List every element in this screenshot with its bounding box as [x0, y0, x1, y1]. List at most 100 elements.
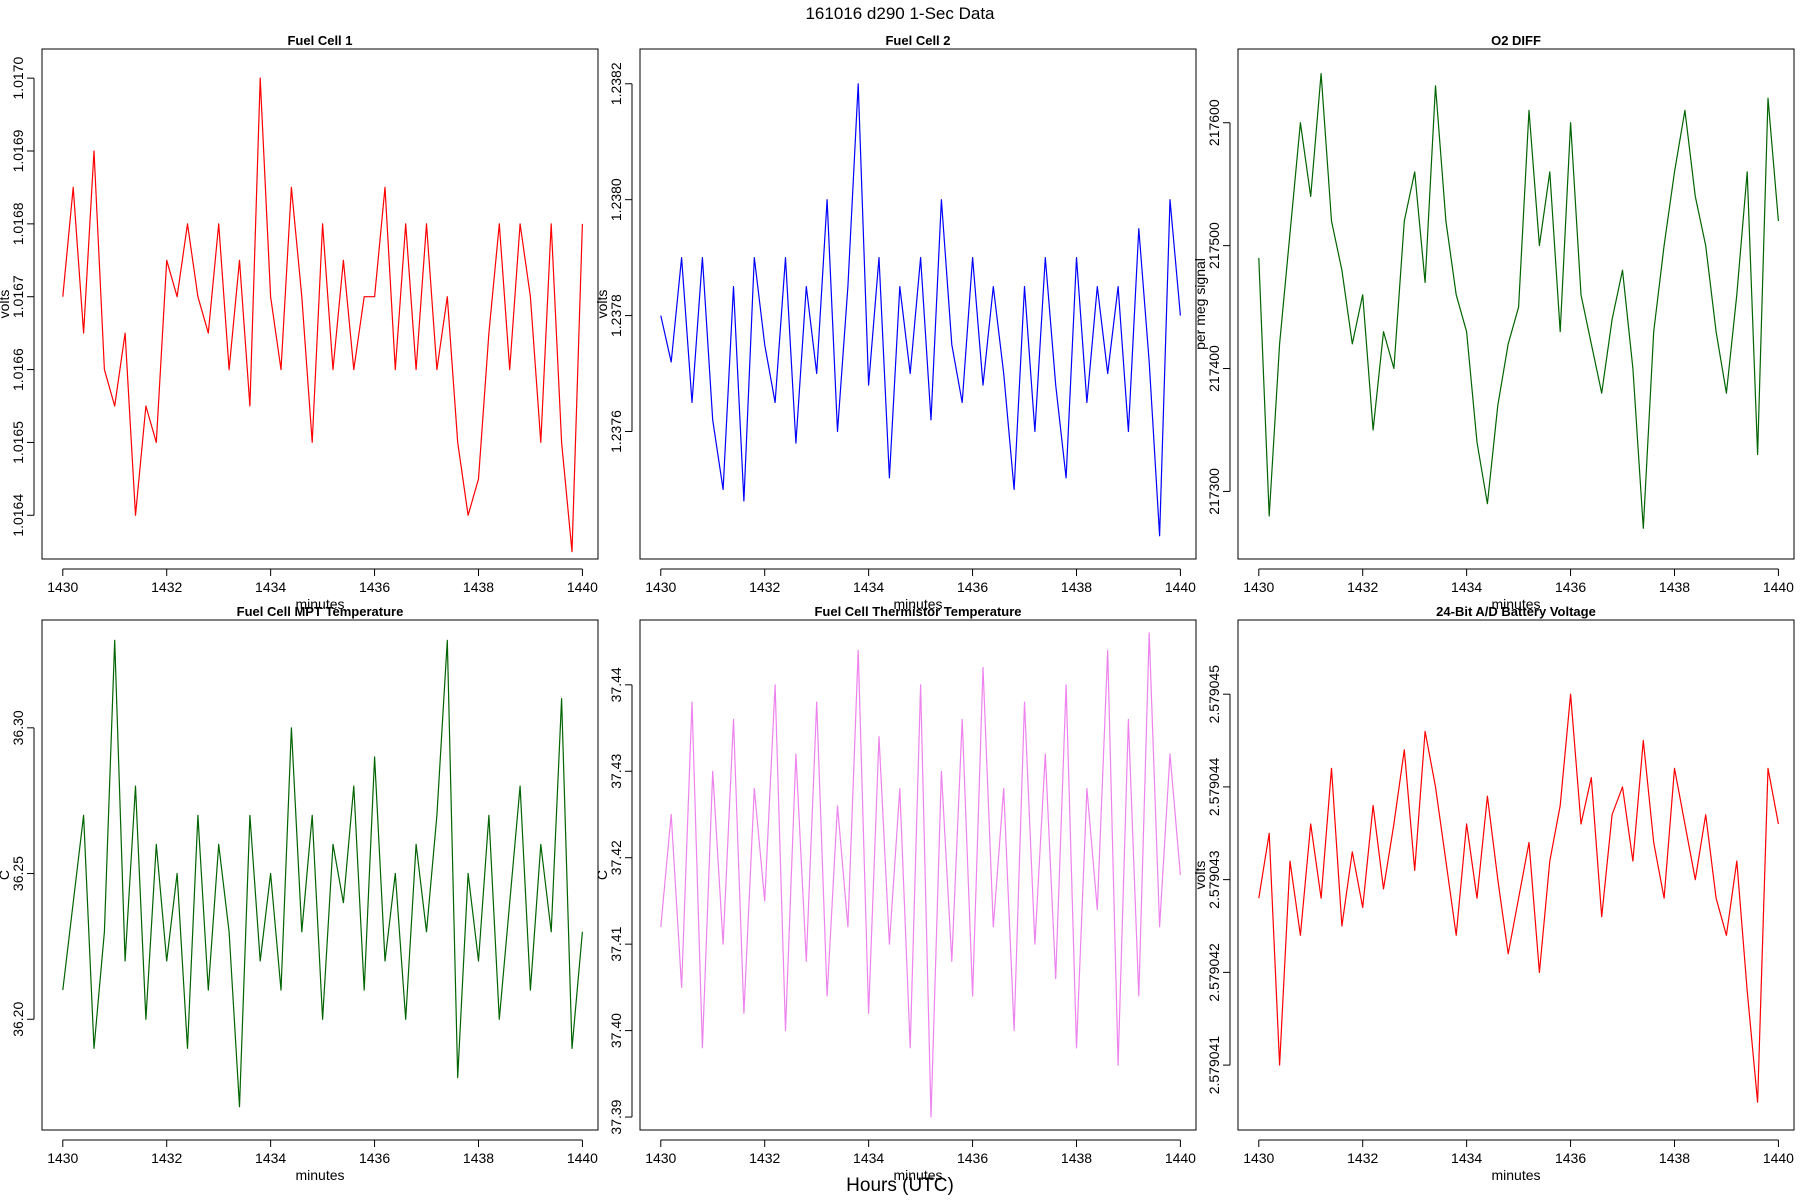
series-line: [660, 83, 1181, 537]
x-tick-label: 1432: [1347, 579, 1378, 595]
x-tick-label: 1440: [1165, 579, 1196, 595]
chart-panel-fuel-cell-thermistor-temperature: Fuel Cell Thermistor Temperature 1430 1432…: [594, 604, 1197, 1183]
y-axis-label: C: [0, 870, 12, 880]
x-tick-label: 1438: [1659, 1150, 1690, 1166]
x-tick-label: 1432: [749, 579, 780, 595]
chart-panel-fuel-cell-mpt-temperature: Fuel Cell MPT Temperature 1430 1432 1434 143…: [0, 604, 599, 1183]
panel-title: Fuel Cell Thermistor Temperature: [814, 604, 1021, 619]
y-tick-label: 36.30: [10, 710, 26, 745]
x-tick-label: 1434: [853, 1150, 884, 1166]
x-tick-label: 1430: [47, 1150, 78, 1166]
y-axis-label: volts: [0, 290, 12, 319]
plot-frame: [639, 48, 1197, 560]
panel-title: Fuel Cell MPT Temperature: [237, 604, 404, 619]
x-axis-label: minutes: [893, 1167, 942, 1183]
plot-frame: [41, 619, 599, 1131]
y-tick-label: 1.0169: [10, 129, 26, 172]
y-tick-label: 217300: [1206, 468, 1222, 515]
y-tick-label: 2.579041: [1206, 1036, 1222, 1095]
x-tick-label: 1436: [359, 579, 390, 595]
y-tick-label: 2.579042: [1206, 943, 1222, 1002]
y-tick-label: 217400: [1206, 345, 1222, 392]
figure-x-axis-label: Hours (UTC): [846, 1175, 954, 1196]
y-tick-label: 1.2378: [608, 294, 624, 337]
panel-title: O2 DIFF: [1491, 33, 1541, 48]
chart-panel-o2-diff: O2 DIFF 1430 1432 1434 1436 1438 1440 minutes 21…: [1192, 33, 1795, 612]
y-tick-label: 36.20: [10, 1002, 26, 1037]
y-tick-label: 217500: [1206, 222, 1222, 269]
series-line: [62, 639, 583, 1108]
plot-frame: [639, 619, 1197, 1131]
x-tick-label: 1440: [1763, 1150, 1794, 1166]
x-tick-label: 1432: [151, 1150, 182, 1166]
y-axis-label: per meg signal: [1192, 258, 1208, 350]
y-axis-label: volts: [1192, 861, 1208, 890]
x-tick-label: 1440: [567, 579, 598, 595]
x-tick-label: 1430: [1243, 579, 1274, 595]
y-tick-label: 2.579044: [1206, 758, 1222, 817]
y-tick-label: 37.44: [608, 667, 624, 702]
chart-panels: Fuel Cell 1 1430 1432 1434 1436 1438 1440 minut…: [0, 33, 1795, 1183]
y-tick-label: 2.579045: [1206, 665, 1222, 724]
x-tick-label: 1438: [1659, 579, 1690, 595]
x-tick-label: 1438: [1061, 579, 1092, 595]
x-tick-label: 1430: [47, 579, 78, 595]
panel-title: Fuel Cell 2: [885, 33, 950, 48]
y-tick-label: 2.579043: [1206, 850, 1222, 909]
plot-frame: [1237, 48, 1795, 560]
panel-title: Fuel Cell 1: [287, 33, 352, 48]
x-tick-label: 1434: [255, 579, 286, 595]
x-tick-label: 1430: [1243, 1150, 1274, 1166]
y-tick-label: 1.2382: [608, 62, 624, 105]
x-axis-label: minutes: [1491, 1167, 1540, 1183]
panel-title: 24-Bit A/D Battery Voltage: [1436, 604, 1596, 619]
y-tick-label: 1.0165: [10, 421, 26, 464]
x-tick-label: 1432: [749, 1150, 780, 1166]
x-tick-label: 1430: [645, 579, 676, 595]
series-line: [1258, 693, 1779, 1103]
figure-title: 161016 d290 1-Sec Data: [805, 4, 995, 23]
y-tick-label: 1.0170: [10, 57, 26, 100]
chart-panel-fuel-cell-2: Fuel Cell 2 1430 1432 1434 1436 1438 1440 minut…: [594, 33, 1197, 612]
x-tick-label: 1438: [463, 1150, 494, 1166]
y-axis-label: C: [594, 870, 610, 880]
x-tick-label: 1436: [957, 1150, 988, 1166]
y-axis-label: volts: [594, 290, 610, 319]
plot-frame: [41, 48, 599, 560]
series-line: [660, 632, 1181, 1118]
chart-panel-fuel-cell-1: Fuel Cell 1 1430 1432 1434 1436 1438 1440 minut…: [0, 33, 599, 612]
series-line: [62, 77, 583, 553]
y-tick-label: 37.41: [608, 926, 624, 961]
x-axis-label: minutes: [295, 596, 344, 612]
y-tick-label: 37.42: [608, 840, 624, 875]
x-tick-label: 1440: [567, 1150, 598, 1166]
x-tick-label: 1432: [1347, 1150, 1378, 1166]
y-tick-label: 1.0164: [10, 494, 26, 537]
x-axis-label: minutes: [295, 1167, 344, 1183]
series-line: [1258, 72, 1779, 529]
x-tick-label: 1434: [1451, 579, 1482, 595]
x-tick-label: 1434: [853, 579, 884, 595]
x-tick-label: 1436: [957, 579, 988, 595]
y-tick-label: 1.0166: [10, 348, 26, 391]
y-tick-label: 37.43: [608, 754, 624, 789]
y-tick-label: 1.0167: [10, 275, 26, 318]
x-tick-label: 1436: [1555, 1150, 1586, 1166]
y-tick-label: 36.25: [10, 856, 26, 891]
x-axis-label: minutes: [893, 596, 942, 612]
x-tick-label: 1438: [463, 579, 494, 595]
x-tick-label: 1434: [255, 1150, 286, 1166]
x-tick-label: 1436: [359, 1150, 390, 1166]
y-tick-label: 1.2380: [608, 178, 624, 221]
x-tick-label: 1434: [1451, 1150, 1482, 1166]
x-tick-label: 1432: [151, 579, 182, 595]
x-tick-label: 1440: [1165, 1150, 1196, 1166]
y-tick-label: 37.40: [608, 1013, 624, 1048]
plot-frame: [1237, 619, 1795, 1131]
x-tick-label: 1436: [1555, 579, 1586, 595]
x-tick-label: 1430: [645, 1150, 676, 1166]
y-tick-label: 37.39: [608, 1099, 624, 1134]
y-tick-label: 1.0168: [10, 202, 26, 245]
chart-panel-24-bit-a-d-battery-voltage: 24-Bit A/D Battery Voltage 1430 1432 1434 14…: [1192, 604, 1795, 1183]
